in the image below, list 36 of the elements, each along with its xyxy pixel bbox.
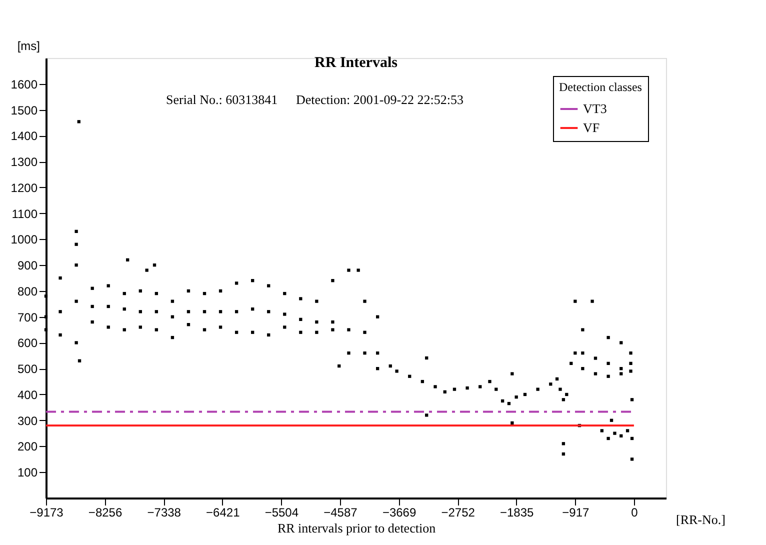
x-tick-label: −917 [562,506,590,520]
y-tick-label: 300 [17,414,38,428]
text: [RR-No.] [676,512,726,527]
x-tick-label: −5504 [264,506,299,520]
y-tick-label: 800 [17,284,38,298]
annotation: Detection: 2001-09-22 22:52:53 [296,92,464,107]
x-tick-label: −4587 [324,506,358,520]
x-tick-label: −8256 [88,506,122,520]
y-tick-label: 200 [17,440,38,454]
y-tick-label: 400 [17,388,38,402]
x-tick-label: −1835 [500,506,534,520]
y-tick-label: 1100 [12,206,38,221]
y-tick-label: 1600 [10,77,38,92]
y-tick-label: 500 [17,362,38,376]
y-axis-title: [ms] [17,39,40,53]
y-tick-label: 600 [17,336,38,350]
x-tick-label: −2752 [441,506,476,520]
chart-title: RR Intervals [314,55,398,71]
x-tick-label: −7338 [147,506,182,520]
y-tick-label: 700 [17,310,38,324]
y-tick-label: 1500 [10,103,38,118]
legend-label: VF [583,120,600,135]
y-tick-label: 1200 [10,180,38,195]
y-tick-label: 1400 [10,129,38,144]
x-tick-label: −3669 [382,506,416,520]
x-tick-label: −9173 [30,506,64,520]
legend-title: Detection classes [559,80,642,94]
legend-label: VT3 [583,101,607,116]
x-axis-title: RR intervals prior to detection [277,520,436,536]
y-tick-label: 1300 [10,155,38,170]
x-tick-label: 0 [631,506,638,520]
y-tick-label: 100 [17,466,38,480]
annotation: Serial No.: 60313841 [166,92,278,107]
x-tick-label: −6421 [206,506,240,520]
y-tick-label: 1000 [10,232,38,247]
y-tick-label: 900 [17,258,38,273]
